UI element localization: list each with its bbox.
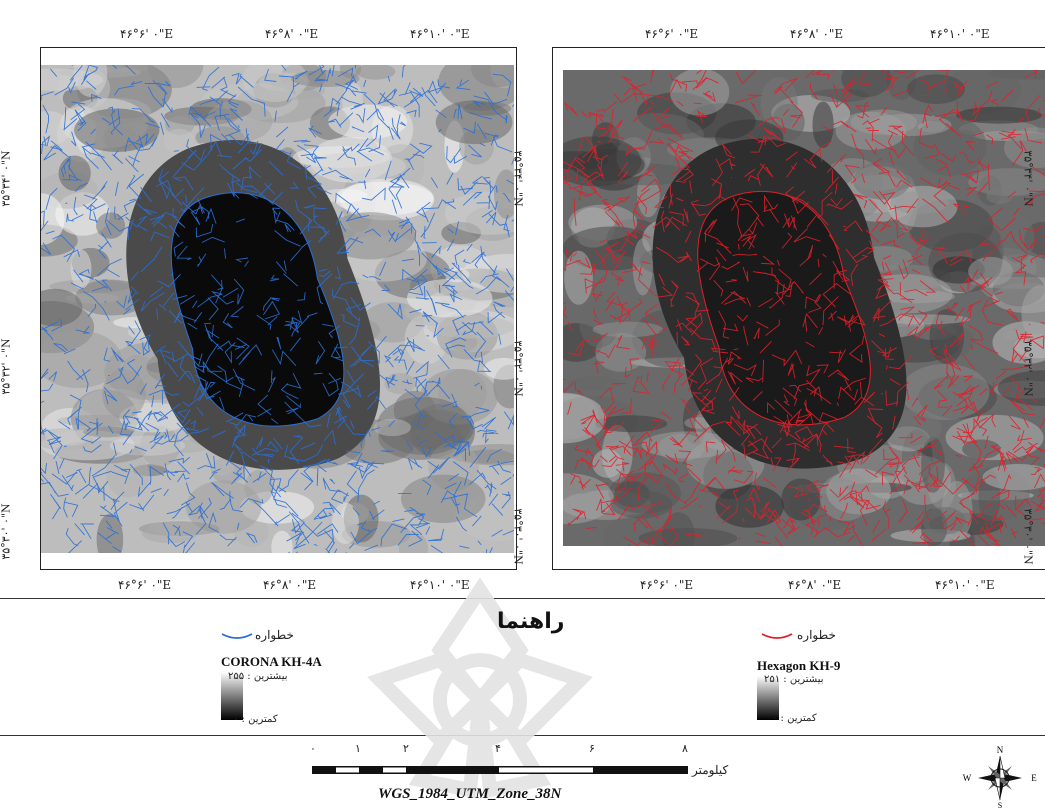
right-ramp-max: بیشترین : ۲۵۱	[764, 674, 824, 685]
left-stream-label: خطواره	[255, 628, 294, 642]
left-left-tick-1: ۳۵°۳۴' ۰"N	[0, 150, 13, 207]
corona-image	[41, 65, 514, 553]
right-stream-symbol	[761, 633, 793, 639]
left-left-tick-2: ۳۵°۳۲' ۰"N	[0, 338, 13, 395]
left-left-tick-3: ۳۵°۳۰' ۰"N	[0, 503, 13, 560]
scale-label-0: ۰	[310, 742, 316, 755]
scale-bar	[312, 766, 688, 774]
left-bottom-tick-3: ۴۶°۱۰' ۰"E	[410, 578, 470, 592]
left-map[interactable]	[41, 65, 514, 553]
left-sensor-name: CORONA KH-4A	[221, 654, 322, 669]
left-top-tick-2: ۴۶°۸' ۰"E	[265, 27, 319, 41]
left-right-tick-1: ۳۵°۳۴' ۰"N	[511, 150, 525, 207]
right-top-tick-2: ۴۶°۸' ۰"E	[790, 27, 844, 41]
legend-top-divider	[0, 598, 1045, 599]
right-right-tick-3: ۳۵°۳۰' ۰"N	[1021, 508, 1035, 565]
north-label: N	[997, 745, 1004, 755]
left-ramp-max: بیشترین : ۲۵۵	[228, 671, 288, 682]
hexagon-image	[563, 70, 1045, 546]
left-ramp-min: کمترین : ۰	[233, 714, 278, 725]
legend-title: راهنما	[497, 609, 565, 634]
west-label: W	[963, 773, 972, 783]
watermark-logo	[367, 577, 593, 799]
right-gray-ramp	[757, 676, 779, 720]
scale-label-6: ۶	[589, 742, 595, 755]
left-top-tick-3: ۴۶°۱۰' ۰"E	[410, 27, 470, 41]
scale-label-2: ۲	[403, 742, 409, 755]
left-right-tick-3: ۳۵°۳۰' ۰"N	[511, 508, 525, 565]
right-stream-label: خطواره	[797, 628, 836, 642]
right-right-tick-2: ۳۵°۳۲' ۰"N	[1021, 340, 1035, 397]
right-bottom-tick-2: ۴۶°۸' ۰"E	[788, 578, 842, 592]
right-ramp-min: کمترین : ۰	[772, 713, 817, 724]
east-label: E	[1031, 773, 1037, 783]
right-sensor-name: Hexagon KH-9	[757, 658, 841, 673]
right-right-tick-1: ۳۵°۳۴' ۰"N	[1021, 150, 1035, 207]
left-gray-ramp	[221, 672, 243, 720]
left-bottom-tick-2: ۴۶°۸' ۰"E	[263, 578, 317, 592]
scale-label-4: ۴	[495, 742, 501, 755]
right-bottom-tick-3: ۴۶°۱۰' ۰"E	[935, 578, 995, 592]
left-right-tick-2: ۳۵°۳۲' ۰"N	[511, 340, 525, 397]
north-arrow-icon: N S E W	[963, 745, 1038, 809]
left-bottom-tick-1: ۴۶°۶' ۰"E	[118, 578, 172, 592]
scale-unit: کیلومتر	[692, 763, 729, 777]
scale-label-1: ۱	[355, 742, 361, 755]
scale-label-8: ۸	[682, 742, 688, 755]
right-bottom-tick-1: ۴۶°۶' ۰"E	[640, 578, 694, 592]
left-top-tick-1: ۴۶°۶' ۰"E	[120, 27, 174, 41]
projection-label: WGS_1984_UTM_Zone_38N	[378, 786, 562, 802]
south-label: S	[998, 801, 1002, 809]
right-map[interactable]	[563, 70, 1045, 546]
right-top-tick-3: ۴۶°۱۰' ۰"E	[930, 27, 990, 41]
right-top-tick-1: ۴۶°۶' ۰"E	[645, 27, 699, 41]
left-stream-symbol	[221, 633, 253, 639]
